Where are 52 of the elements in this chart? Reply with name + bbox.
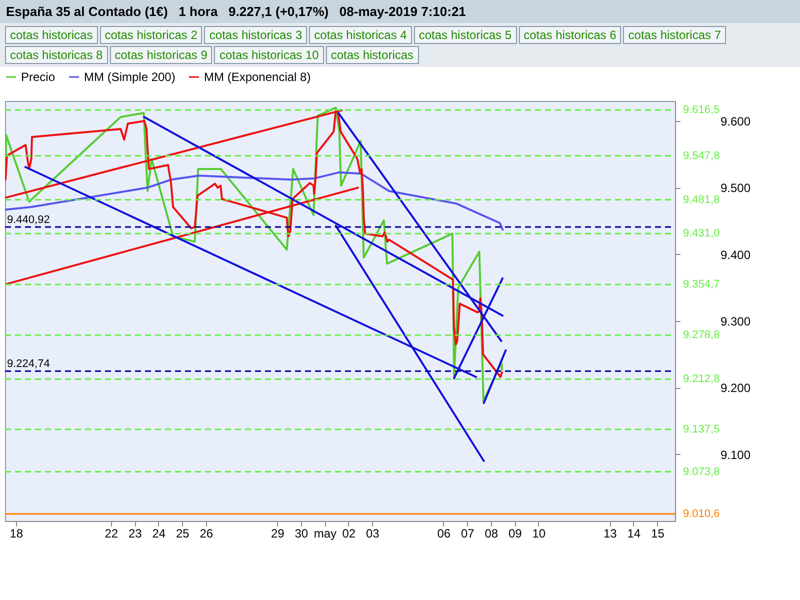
text: cotas historicas 7 [623,26,726,44]
x-tick-label: 26 [200,526,214,540]
y-tick-label: 9.600 [720,114,751,128]
ref-line-label: 9.547,8 [683,150,720,162]
x-tick-label: 13 [604,526,618,540]
text: cotas historicas [326,46,419,64]
x-tick-label: 22 [104,526,118,540]
text: cotas historicas 2 [100,26,202,44]
y-tick-label: 9.400 [720,248,751,262]
text: cotas historicas 8 [5,46,108,64]
ref-line-label: 9.073,8 [683,466,720,478]
ref-line-label: 9.440,92 [7,214,50,226]
x-tick-label: 30 [294,526,308,540]
legend-label: Precio [21,70,56,84]
x-tick-label: 25 [176,526,190,540]
y-tick-label: 9.500 [720,181,751,196]
legend-label: MM (Exponencial 8) [204,70,311,84]
ref-line-label: 9.224,74 [7,358,50,370]
x-tick-label: 24 [152,526,166,540]
x-tick-label: 09 [508,526,522,540]
text: cotas historicas 4 [309,26,412,44]
x-tick-label: 15 [651,526,665,540]
text: cotas historicas 9 [110,46,212,64]
ref-line-label: 9.278,8 [683,329,720,342]
ref-line-label: 9.481,8 [683,194,720,206]
y-tick-label: 9.200 [720,381,751,396]
x-tick-label: may [314,526,336,540]
ref-line-label: 9.137,5 [683,423,720,436]
y-tick-label: 9.300 [720,314,751,328]
y-tick-label: 9.100 [720,448,751,462]
text: cotas historicas 10 [214,46,324,64]
x-tick-label: 29 [270,526,285,540]
x-tick-label: 07 [460,526,475,540]
legend-label: MM (Simple 200) [84,70,176,84]
ref-line-label: 9.616,5 [683,104,720,116]
ref-line-label: 9.431,0 [683,228,720,240]
x-tick-label: 08 [484,526,498,540]
text: cotas historicas [5,26,98,44]
ref-line-label: 9.354,7 [683,278,720,291]
chart-title: España 35 al Contado (1€) 1 hora 9.227,1 (+0,17%) 08-may-2019 7:10:21 [0,0,800,23]
x-tick-label: 14 [627,526,641,540]
text: cotas historicas 6 [518,26,622,44]
text: cotas historicas 3 [204,26,308,44]
ref-line-label: 9.010,6 [683,508,720,520]
x-tick-label: 02 [342,526,356,540]
x-tick-label: 10 [532,526,546,540]
text: cotas historicas 5 [414,26,517,44]
x-tick-label: 06 [437,526,451,540]
ref-line-label: 9.212,8 [683,373,720,386]
x-tick-label: 18 [10,526,24,540]
x-tick-label: 23 [128,526,142,540]
x-tick-label: 03 [366,526,380,540]
